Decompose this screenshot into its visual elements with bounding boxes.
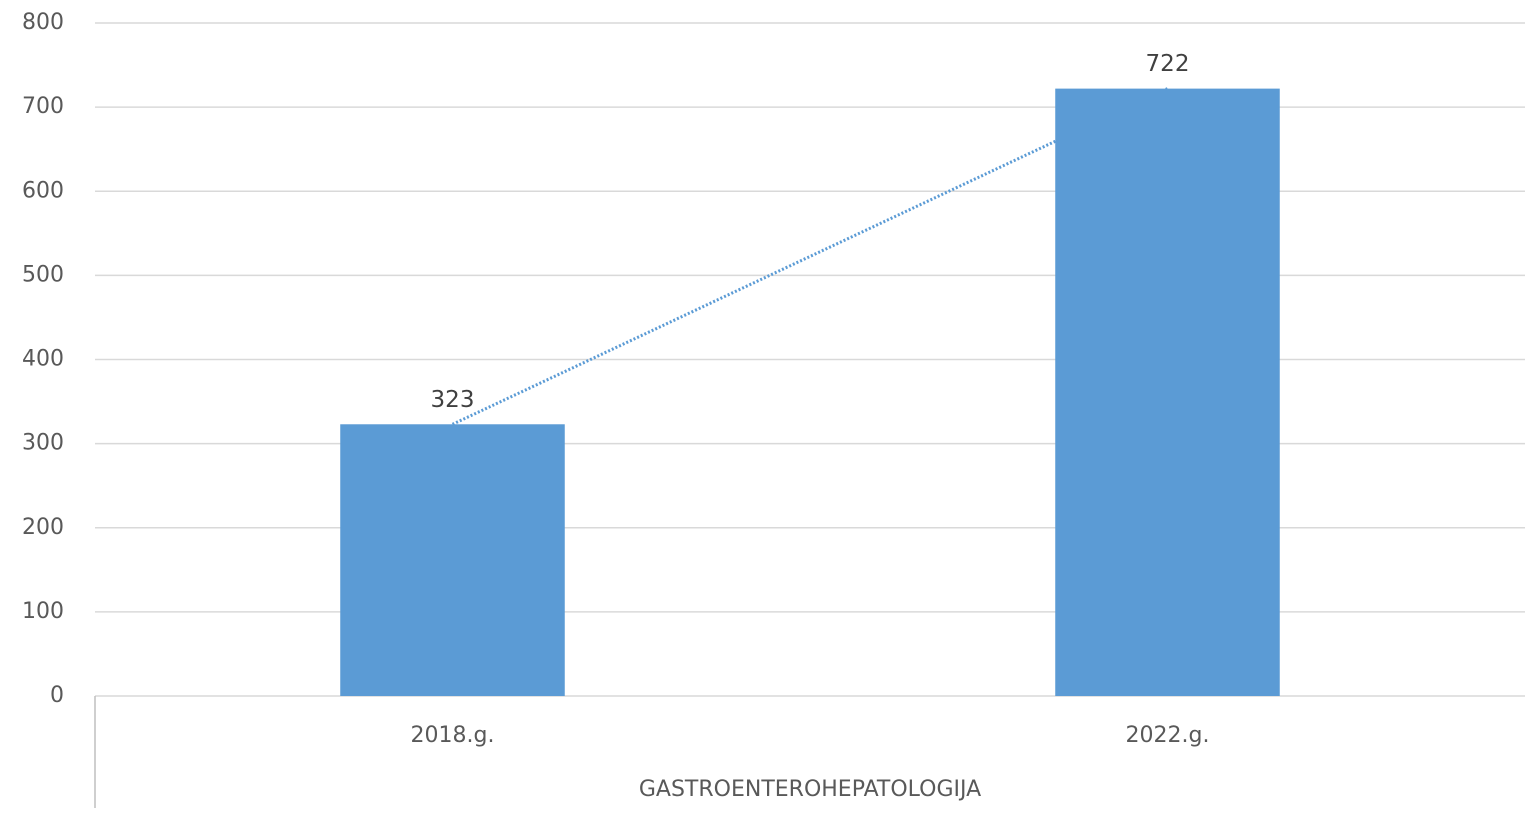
data-label: 323 [431,387,475,413]
bar [1055,88,1280,697]
y-tick-label: 100 [22,599,64,624]
y-tick-label: 500 [22,262,64,287]
x-tick-label: 2022.g. [1126,723,1210,748]
y-tick-label: 600 [22,178,64,203]
x-axis-label: GASTROENTEROHEPATOLOGIJA [639,777,981,802]
y-tick-label: 400 [22,347,64,372]
y-tick-label: 0 [50,683,64,708]
y-tick-label: 300 [22,431,64,456]
y-tick-label: 800 [22,10,64,35]
data-label: 722 [1146,51,1190,77]
bar [340,424,565,696]
x-tick-label: 2018.g. [411,723,495,748]
y-tick-label: 700 [22,94,64,119]
y-tick-label: 200 [22,515,64,540]
